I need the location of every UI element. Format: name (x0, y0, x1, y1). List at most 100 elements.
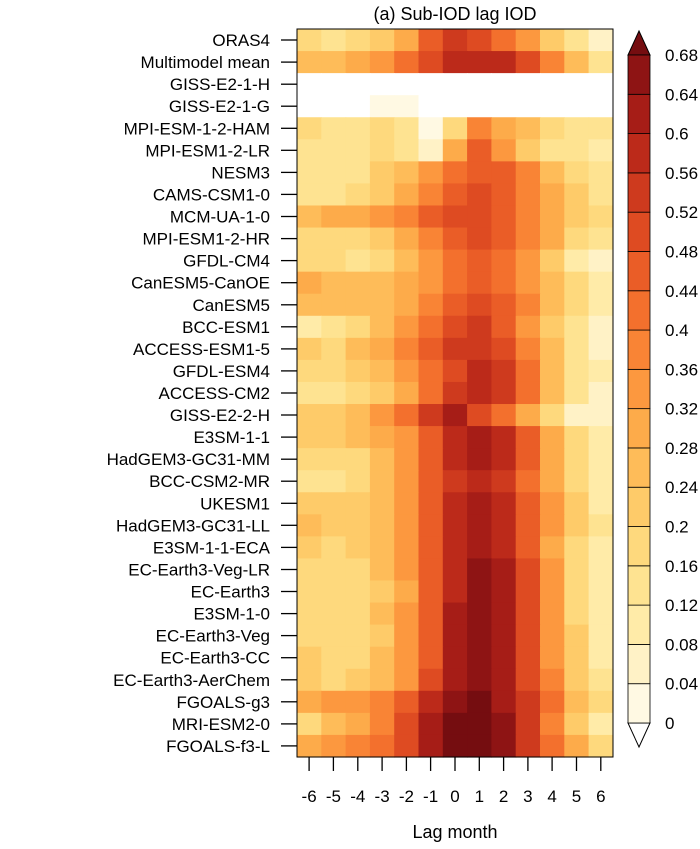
heatmap-cell (345, 712, 371, 736)
heatmap-cell (321, 183, 347, 207)
heatmap-cell (467, 448, 492, 471)
heatmap-cell (418, 183, 444, 207)
heatmap-cell (515, 51, 541, 74)
row-label: GFDL-ESM4 (173, 362, 270, 381)
heatmap-cell (588, 690, 614, 714)
heatmap-cell (418, 293, 444, 317)
row-label: MPI-ESM-1-2-HAM (124, 119, 270, 138)
heatmap-cell (442, 29, 468, 52)
heatmap-cell (321, 381, 347, 405)
colorbar-box (627, 683, 651, 724)
row-label: BCC-ESM1 (182, 318, 270, 337)
heatmap-cell (345, 404, 371, 427)
heatmap-cell (369, 426, 395, 449)
row-label: GISS-E2-1-G (169, 97, 270, 116)
heatmap-cell (515, 448, 541, 471)
heatmap-cell (369, 271, 395, 295)
heatmap-cell (369, 492, 395, 515)
heatmap-cell (345, 51, 371, 74)
heatmap-cell (467, 359, 492, 383)
heatmap-cell (588, 51, 614, 74)
heatmap-cell (515, 271, 541, 295)
colorbar-label: 0.28 (665, 439, 698, 458)
heatmap-cell (467, 117, 492, 140)
heatmap-cell (564, 624, 590, 648)
heatmap-cell (588, 95, 614, 118)
colorbar-box (627, 93, 651, 134)
heatmap-cell (345, 227, 371, 251)
heatmap-cell (491, 734, 517, 758)
heatmap-cell (442, 227, 468, 251)
row-label: HadGEM3-GC31-MM (107, 450, 270, 469)
colorbar-label: 0.12 (665, 596, 698, 615)
heatmap-cell (515, 668, 541, 692)
heatmap-cell (369, 95, 395, 118)
heatmap-cell (442, 668, 468, 692)
heatmap-cell (467, 161, 492, 185)
colorbar-label: 0.4 (665, 321, 689, 340)
heatmap-cell (515, 712, 541, 736)
heatmap-cell (369, 315, 395, 339)
heatmap-cell (394, 381, 420, 405)
heatmap-cell (515, 227, 541, 251)
heatmap-cell (564, 95, 590, 118)
heatmap-cell (369, 337, 395, 361)
heatmap-cell (297, 602, 322, 626)
heatmap-cell (540, 293, 565, 317)
heatmap-cell (297, 668, 322, 692)
heatmap-cell (515, 734, 541, 758)
heatmap-cell (442, 492, 468, 515)
colorbar-box (627, 486, 651, 527)
colorbar-box (627, 133, 651, 174)
heatmap-cell (369, 404, 395, 427)
heatmap-cell (321, 51, 347, 74)
heatmap-cell (418, 558, 444, 582)
heatmap-cell (394, 51, 420, 74)
heatmap-cell (418, 470, 444, 493)
heatmap-cell (394, 624, 420, 648)
heatmap-cell (564, 249, 590, 273)
heatmap-cell (442, 315, 468, 339)
heatmap-cell (418, 646, 444, 670)
heatmap-cell (321, 73, 347, 96)
heatmap-cell (297, 161, 322, 185)
x-tick-label: 3 (523, 787, 532, 806)
row-label: ACCESS-ESM1-5 (133, 340, 270, 359)
x-ticks (308, 756, 602, 771)
heatmap-cell (564, 227, 590, 251)
heatmap-cell (321, 448, 347, 471)
heatmap-cell (345, 514, 371, 537)
heatmap-cell (564, 293, 590, 317)
heatmap-cell (442, 734, 468, 758)
heatmap-cell (564, 73, 590, 96)
heatmap-cell (588, 536, 614, 560)
heatmap-cell (394, 227, 420, 251)
heatmap-cell (588, 404, 614, 427)
heatmap-cell (491, 359, 517, 383)
heatmap-cell (515, 646, 541, 670)
heatmap-cell (418, 359, 444, 383)
heatmap-cell (321, 426, 347, 449)
heatmap-cell (491, 602, 517, 626)
heatmap-cell (321, 668, 347, 692)
colorbar-box (627, 644, 651, 685)
heatmap-cell (491, 492, 517, 515)
heatmap-cell (418, 580, 444, 604)
heatmap-cell (564, 117, 590, 140)
heatmap-cell (588, 139, 614, 162)
heatmap-cell (418, 712, 444, 736)
heatmap-cell (588, 470, 614, 493)
heatmap-cell (369, 690, 395, 714)
heatmap-cell (564, 381, 590, 405)
colorbar-box (627, 329, 651, 370)
heatmap-cell (297, 558, 322, 582)
heatmap-cell (345, 381, 371, 405)
heatmap-cell (467, 183, 492, 207)
row-label: EC-Earth3-AerChem (113, 671, 270, 690)
colorbar: 0 0.04 0.08 0.12 0.16 0.2 0.24 0.28 0.32 0.36 0.4 0… (627, 29, 698, 749)
colorbar-box (627, 211, 651, 252)
heatmap-cell (540, 227, 565, 251)
heatmap-cell (491, 580, 517, 604)
heatmap-cell (564, 580, 590, 604)
heatmap-cell (345, 690, 371, 714)
